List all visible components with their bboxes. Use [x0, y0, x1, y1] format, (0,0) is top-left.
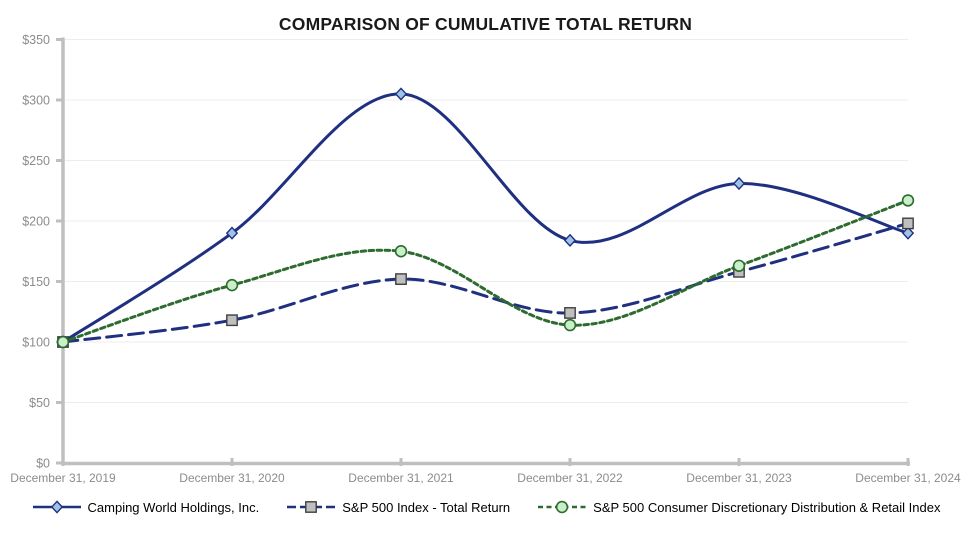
y-axis-label: $300 — [22, 94, 50, 108]
square-dash-swatch-icon — [287, 501, 336, 513]
y-axis-label: $150 — [22, 275, 50, 289]
diamond-marker-icon — [50, 500, 63, 514]
square-marker-icon — [305, 501, 318, 513]
square-marker-icon — [564, 307, 576, 319]
legend-label-sp500-consumer: S&P 500 Consumer Discretionary Distribut… — [593, 499, 941, 515]
diamond-marker-icon — [732, 176, 746, 191]
x-axis-label: December 31, 2022 — [517, 471, 623, 485]
diamond-marker-icon — [901, 226, 915, 240]
square-marker-icon — [395, 273, 407, 285]
legend-label-sp500: S&P 500 Index - Total Return — [342, 499, 511, 515]
series-line — [61, 221, 910, 344]
diamond-line-swatch-icon — [32, 500, 81, 514]
y-axis-label: $350 — [22, 33, 50, 47]
circle-marker-icon — [394, 245, 408, 258]
legend-item-sp500-consumer: S&P 500 Consumer Discretionary Distribut… — [536, 499, 940, 515]
legend-label-camping-world: Camping World Holdings, Inc. — [87, 499, 260, 515]
y-axis-label: $50 — [29, 396, 50, 410]
circle-marker-icon — [901, 194, 915, 207]
legend-item-sp500: S&P 500 Index - Total Return — [285, 499, 510, 515]
circle-dot-swatch-icon — [538, 500, 587, 514]
circle-marker-icon — [732, 259, 746, 272]
series-1 — [57, 217, 914, 348]
diamond-marker-icon — [225, 226, 239, 240]
x-axis-label: December 31, 2023 — [686, 471, 792, 485]
circle-marker-icon — [225, 278, 239, 292]
circle-marker-icon — [56, 335, 70, 349]
y-axis-label: $250 — [22, 154, 50, 168]
y-axis-label: $100 — [22, 336, 50, 350]
series-0 — [56, 87, 915, 349]
series-line — [61, 92, 910, 344]
chart-title: COMPARISON OF CUMULATIVE TOTAL RETURN — [278, 14, 693, 34]
x-axis-label: December 31, 2024 — [855, 471, 961, 485]
square-marker-icon — [226, 314, 238, 327]
series-line — [61, 198, 910, 344]
circle-marker-icon — [563, 318, 577, 332]
y-axis-label: $0 — [36, 457, 50, 471]
diamond-marker-icon — [394, 87, 408, 101]
x-axis-label: December 31, 2019 — [10, 471, 116, 485]
diamond-marker-icon — [563, 233, 577, 247]
chart-legend: Camping World Holdings, Inc. S&P 500 Ind… — [0, 499, 971, 515]
x-axis-label: December 31, 2021 — [348, 471, 454, 485]
x-axis-label: December 31, 2020 — [179, 471, 285, 485]
plot-area: $0 $50 $100 $150 $200 $250 $300 $350 December 31… — [10, 33, 961, 485]
circle-marker-icon — [555, 500, 569, 514]
legend-item-camping-world: Camping World Holdings, Inc. — [31, 499, 260, 515]
y-axis-label: $200 — [22, 215, 50, 229]
square-marker-icon — [902, 217, 914, 230]
series-2 — [56, 194, 915, 349]
